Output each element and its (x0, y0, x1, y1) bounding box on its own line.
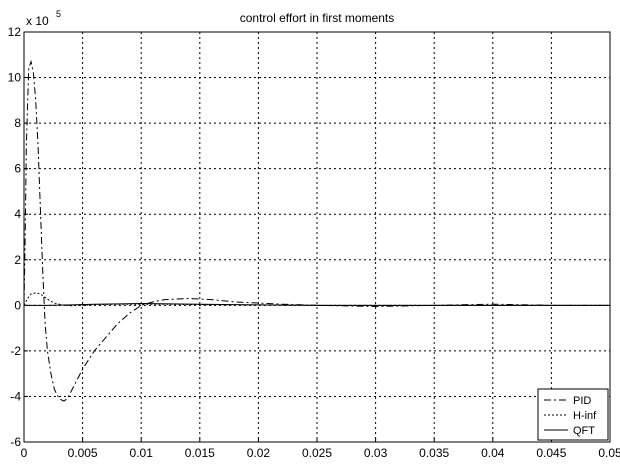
y-tick-label: 8 (14, 116, 21, 130)
x-tick-label: 0.01 (130, 446, 154, 459)
y-tick-label: 10 (8, 71, 22, 85)
x-tick-label: 0.02 (247, 446, 271, 459)
y-tick-label: 12 (8, 25, 22, 39)
y-tick-label: -6 (10, 435, 21, 449)
series-line-pid (23, 59, 610, 402)
x-tick-label: 0 (21, 446, 28, 459)
y-tick-label: 6 (14, 162, 21, 176)
grid (24, 32, 610, 442)
legend-label: QFT (573, 425, 595, 437)
chart-title: control effort in first moments (240, 11, 395, 25)
y-tick-label: -2 (10, 344, 21, 358)
y-tick-label: 0 (14, 298, 21, 312)
x-tick-label: 0.025 (302, 446, 332, 459)
x-tick-label: 0.05 (598, 446, 620, 459)
x-tick-label: 0.045 (536, 446, 566, 459)
y-multiplier-exponent: 5 (56, 9, 61, 19)
x-tick-label: 0.005 (68, 446, 98, 459)
y-multiplier: x 10 (26, 14, 49, 28)
y-tick-label: 2 (14, 253, 21, 267)
legend: PID H-inf QFT (537, 388, 609, 441)
ticks: 0 0.005 0.01 0.015 0.02 0.025 0.03 0.035 0.04 0.0… (8, 25, 620, 460)
series-line-qft (24, 303, 610, 306)
x-tick-label: 0.035 (419, 446, 449, 459)
x-tick-label: 0.03 (364, 446, 388, 459)
legend-label: H-inf (573, 410, 597, 422)
y-tick-label: 4 (14, 207, 21, 221)
x-tick-label: 0.015 (185, 446, 215, 459)
y-tick-label: -4 (10, 389, 21, 403)
x-tick-label: 0.04 (481, 446, 505, 459)
legend-label: PID (573, 395, 591, 407)
series-group (23, 59, 610, 402)
